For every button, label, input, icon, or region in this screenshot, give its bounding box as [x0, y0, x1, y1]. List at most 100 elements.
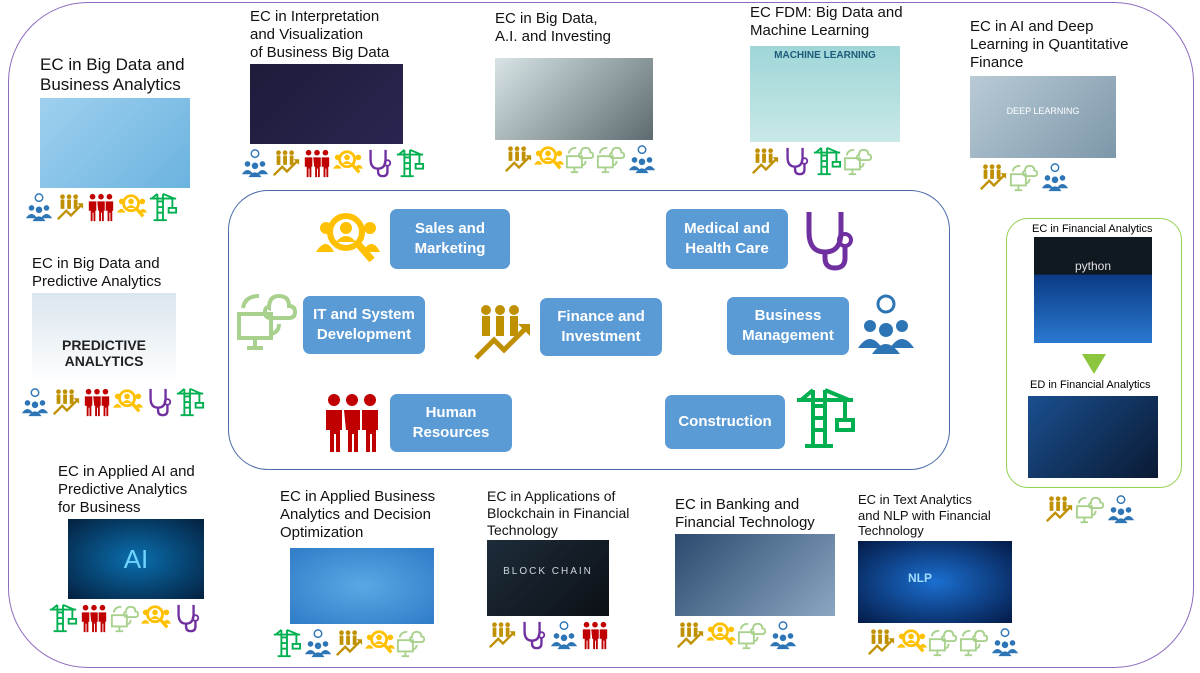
course-image: BLOCK CHAIN [487, 540, 609, 617]
human-resources-icon [302, 148, 332, 178]
stethoscope-icon [518, 620, 548, 650]
computer-cloud-icon [110, 603, 140, 633]
construction-crane-icon [395, 148, 425, 178]
down-arrow-icon [1082, 354, 1106, 374]
sales-marketing-icon [117, 192, 147, 222]
finance-investment-icon [675, 620, 705, 650]
finance-investment-icon [51, 387, 81, 417]
computer-cloud-icon [1009, 162, 1039, 192]
sector-icon-med [795, 208, 859, 277]
course-title: EC in Big Data and Predictive Analytics [32, 255, 162, 290]
finance-investment-icon [487, 620, 517, 650]
finance-investment-icon [55, 192, 85, 222]
sector-icon-hr [320, 390, 384, 459]
finance-investment-icon [271, 148, 301, 178]
business-management-icon [768, 620, 798, 650]
sector-sales-marketing: Sales and Marketing [390, 209, 510, 269]
sector-icons [24, 192, 190, 222]
finance-investment-icon [334, 628, 364, 658]
business-management-icon [1040, 162, 1070, 192]
sector-icon-con [793, 386, 857, 455]
construction-crane-icon [812, 146, 842, 176]
course-title: EC in Applications of Blockchain in Fina… [487, 488, 630, 538]
sector-icons [750, 146, 903, 176]
course-image [40, 97, 190, 188]
sales-marketing-icon [534, 144, 564, 174]
stethoscope-icon [364, 148, 394, 178]
sector-business-management: Business Management [727, 297, 849, 355]
human-resources-icon [79, 603, 109, 633]
course-image: DEEP LEARNING [970, 76, 1116, 158]
business-management-icon [990, 627, 1020, 657]
construction-crane-icon [48, 603, 78, 633]
human-resources-icon [320, 390, 384, 454]
course-title: EC in Big Data and Business Analytics [40, 55, 185, 95]
sector-icons [866, 627, 1020, 657]
sales-marketing-icon [365, 628, 395, 658]
sector-icons [48, 603, 204, 633]
sector-human-resources: Human Resources [390, 394, 512, 452]
course-image: MACHINE LEARNING [750, 46, 900, 142]
human-resources-icon [580, 620, 610, 650]
course-title: EC in Applied Business Analytics and Dec… [280, 488, 436, 541]
computer-cloud-icon [959, 627, 989, 657]
sales-marketing-icon [897, 627, 927, 657]
outer-boundary [8, 2, 1194, 668]
stethoscope-icon [144, 387, 174, 417]
course-card: EC in AI and Deep Learning in Quantitati… [970, 18, 1128, 192]
sector-icons [240, 148, 425, 178]
python-image: python [1034, 237, 1152, 343]
sector-it-system: IT and System Development [303, 296, 425, 354]
finance-investment-icon [750, 146, 780, 176]
course-image [250, 64, 403, 144]
course-image: AI [68, 519, 204, 599]
sector-construction: Construction [665, 395, 785, 449]
sector-icons [272, 628, 435, 658]
course-image [675, 534, 835, 616]
sector-icon-fi [470, 300, 534, 369]
ed-image [1028, 396, 1158, 478]
course-card: EC in Interpretation and Visualization o… [250, 8, 425, 178]
sales-marketing-icon [706, 620, 736, 650]
sector-icons [20, 387, 205, 417]
course-image: NLP [858, 540, 1012, 623]
sales-marketing-icon [113, 387, 143, 417]
business-management-icon [549, 620, 579, 650]
ec-financial-analytics-title: EC in Financial Analytics [1032, 223, 1153, 235]
course-card: EC in Big Data, A.I. and Investing [495, 10, 657, 174]
computer-cloud-icon [596, 144, 626, 174]
course-image [290, 548, 434, 624]
course-card: EC in Big Data and Predictive Analytics … [32, 255, 205, 417]
course-card: EC in Banking and Financial Technology [675, 496, 835, 650]
business-management-icon [627, 144, 657, 174]
computer-cloud-icon [928, 627, 958, 657]
construction-crane-icon [148, 192, 178, 222]
course-title: EC in AI and Deep Learning in Quantitati… [970, 18, 1129, 71]
human-resources-icon [86, 192, 116, 222]
sales-marketing-icon [316, 208, 380, 272]
course-title: EC in Text Analytics and NLP with Financ… [858, 492, 991, 539]
stethoscope-icon [172, 603, 202, 633]
sector-icons [675, 620, 835, 650]
course-image [495, 58, 653, 140]
course-title: EC in Interpretation and Visualization o… [250, 8, 390, 61]
course-title: EC in Applied AI and Predictive Analytic… [58, 463, 195, 516]
computer-cloud-icon [396, 628, 426, 658]
computer-cloud-icon [737, 620, 767, 650]
financial-analytics-panel [1006, 218, 1182, 488]
course-title: EC FDM: Big Data and Machine Learning [750, 4, 903, 39]
construction-crane-icon [175, 387, 205, 417]
course-card: EC in Applied Business Analytics and Dec… [280, 488, 435, 658]
business-management-icon [20, 387, 50, 417]
course-card: EC in Applied AI and Predictive Analytic… [58, 463, 204, 633]
sector-icon-bm [854, 292, 918, 361]
finance-investment-icon [866, 627, 896, 657]
sector-medical-health: Medical and Health Care [666, 209, 788, 269]
course-card: EC in Text Analytics and NLP with Financ… [858, 492, 1020, 657]
finance-investment-icon [503, 144, 533, 174]
finance-investment-icon [1044, 494, 1074, 524]
sector-finance-investment: Finance and Investment [540, 298, 662, 356]
computer-cloud-icon [1075, 494, 1105, 524]
business-management-icon [303, 628, 333, 658]
business-management-icon [24, 192, 54, 222]
